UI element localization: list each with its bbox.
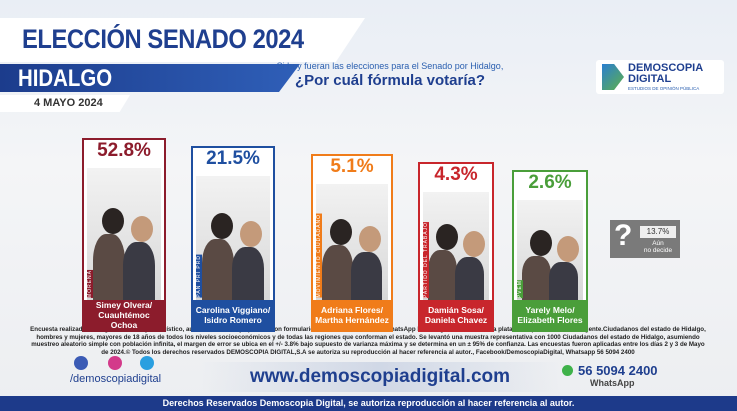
date: 4 MAYO 2024 [34,97,103,109]
undecided-label: Aún no decide [638,240,678,254]
person-body [549,262,578,300]
person-body [93,234,126,300]
candidate-card: 52.8% MORENA Simey Olvera/ Cuauhtémoc Ocho… [82,138,166,332]
person-body [202,239,235,300]
undecided-value: 13.7% [640,226,676,238]
person-head [530,230,552,256]
person-head [436,224,458,250]
candidate-name: Damián Sosa/ Daniela Chavez [420,300,492,330]
facebook-icon[interactable] [74,356,88,370]
value-label: 4.3% [420,164,492,186]
person-head [330,219,352,245]
photo: PAN PRI PRD [196,176,270,300]
photo: PARTIDO DEL TRABAJO [423,192,489,300]
value-label: 52.8% [84,140,164,162]
person-head [557,236,579,262]
photo: MOVIMIENTO CIUDADANO [316,184,388,300]
person-body [322,245,354,300]
instagram-icon[interactable] [108,356,122,370]
candidate-name: Carolina Viggiano/ Isidro Romero [193,300,273,330]
state: HIDALGO [18,65,112,93]
party-label: MORENA [87,270,93,298]
undecided-icon: ? [614,219,632,253]
candidate-name: Yarely Melo/ Elizabeth Flores [514,300,586,330]
value-label: 5.1% [313,156,391,178]
person-body [351,252,383,300]
person-head [463,231,485,257]
candidate-card: 2.6% PVEM Yarely Melo/ Elizabeth Flores [512,170,588,332]
candidate-name: Simey Olvera/ Cuauhtémoc Ochoa [84,300,164,330]
person-body [428,250,457,300]
party-label: PARTIDO DEL TRABAJO [423,222,429,298]
candidate-name: Adriana Flores/ Martha Hernández [313,300,391,330]
social-handle[interactable]: /demoscopiadigital [70,373,161,385]
party-label: MOVIMIENTO CIUDADANO [316,214,322,298]
person-head [131,216,153,242]
person-head [240,221,262,247]
person-body [455,257,484,300]
whatsapp-label: WhatsApp [590,378,635,388]
party-label: PVEM [517,280,523,298]
value-label: 21.5% [193,148,273,170]
logo-name: DEMOSCOPIA DIGITAL [628,63,703,85]
photo: MORENA [87,168,161,300]
person-body [232,247,265,300]
logo-tagline: ESTUDIOS DE OPINIÓN PÚBLICA [628,86,699,91]
person-head [211,213,233,239]
party-label: PAN PRI PRD [196,255,202,298]
website[interactable]: www.demoscopiadigital.com [200,366,560,388]
phone: 56 5094 2400 [578,363,658,378]
person-body [522,256,551,300]
person-head [102,208,124,234]
candidate-card: 21.5% PAN PRI PRD Carolina Viggiano/ Isidr… [191,146,275,332]
person-body [123,242,156,300]
twitter-icon[interactable] [140,356,154,370]
whatsapp-icon [562,365,573,376]
footer: Derechos Reservados Demoscopia Digital, … [0,398,737,408]
chart-title: ELECCIÓN SENADO 2024 [22,24,304,55]
candidate-card: 4.3% PARTIDO DEL TRABAJO Damián Sosa/ Dani… [418,162,494,332]
candidate-card: 5.1% MOVIMIENTO CIUDADANO Adriana Flores/ … [311,154,393,332]
infographic: ELECCIÓN SENADO 2024 HIDALGO 4 MAYO 2024… [0,0,737,411]
question: ¿Por cuál fórmula votaría? [230,72,550,89]
subtitle: Si hoy fueran las elecciones para el Sen… [230,61,550,71]
value-label: 2.6% [514,172,586,194]
photo: PVEM [517,200,583,300]
person-head [359,226,381,252]
